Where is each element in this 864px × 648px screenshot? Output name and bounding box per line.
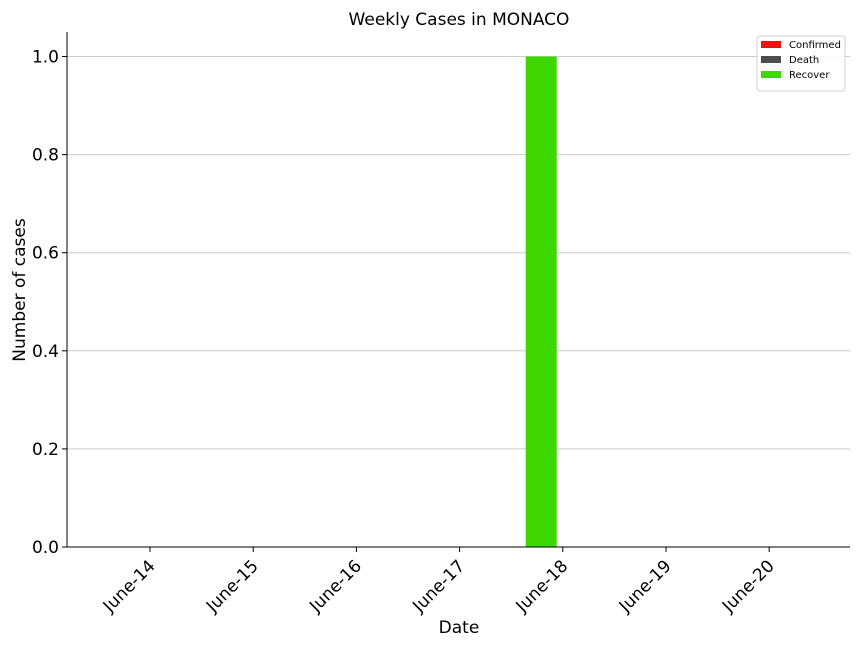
gridlines bbox=[67, 56, 850, 450]
legend: Confirmed Death Recover bbox=[756, 35, 846, 92]
x-ticks: June-14 June-15 June-16 June-17 June-18 June-… bbox=[99, 547, 779, 617]
y-tick-label: 0.2 bbox=[32, 440, 59, 460]
y-tick-label: 1.0 bbox=[32, 48, 59, 68]
bar-recover bbox=[525, 56, 557, 548]
legend-label: Death bbox=[789, 55, 819, 66]
y-tick-label: 0.6 bbox=[32, 244, 59, 264]
legend-swatch bbox=[761, 41, 781, 48]
bars bbox=[525, 56, 557, 548]
y-tick-label: 0.8 bbox=[32, 146, 59, 166]
axes bbox=[66, 32, 850, 548]
y-axis-title: Number of cases bbox=[10, 218, 30, 362]
x-axis-title: Date bbox=[439, 618, 480, 638]
legend-label: Recover bbox=[789, 70, 830, 81]
legend-swatch bbox=[761, 56, 781, 63]
x-tick-label: June-16 bbox=[305, 556, 366, 617]
x-tick-label: June-17 bbox=[408, 556, 469, 617]
x-tick-label: June-19 bbox=[615, 556, 676, 617]
x-tick-label: June-14 bbox=[99, 556, 160, 617]
legend-label: Confirmed bbox=[789, 40, 841, 51]
legend-swatch bbox=[761, 71, 781, 78]
x-tick-label: June-20 bbox=[718, 556, 779, 617]
y-tick-label: 0.0 bbox=[32, 538, 59, 558]
x-tick-label: June-15 bbox=[202, 556, 263, 617]
y-ticks: 0.0 0.2 0.4 0.6 0.8 1.0 bbox=[32, 48, 67, 558]
chart-title: Weekly Cases in MONACO bbox=[349, 10, 570, 30]
x-tick-label: June-18 bbox=[512, 556, 573, 617]
y-tick-label: 0.4 bbox=[32, 342, 59, 362]
